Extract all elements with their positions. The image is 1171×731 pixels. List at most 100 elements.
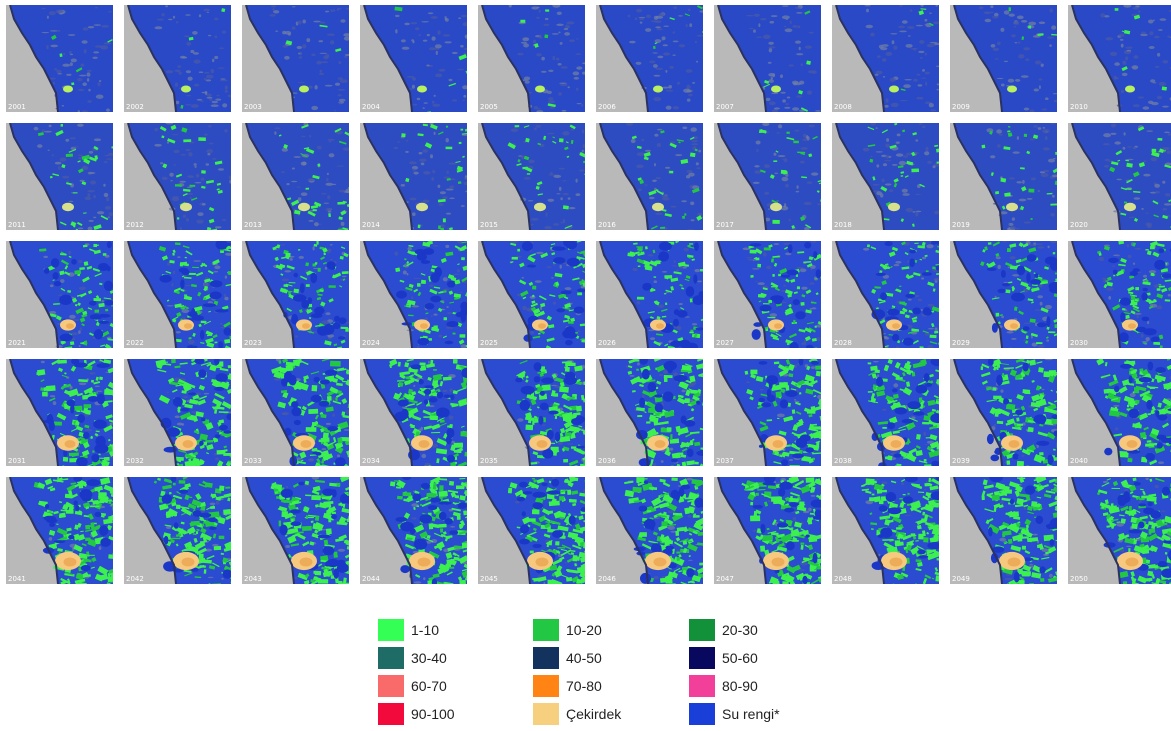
legend: 1-10 10-20 20-30 30-40 40-50 50-60 60-70 70-80 8… xyxy=(378,618,818,726)
year-label: 2046 xyxy=(598,575,616,583)
year-label: 2035 xyxy=(480,457,498,465)
legend-item: Su rengi* xyxy=(689,702,829,726)
legend-label: 70-80 xyxy=(566,678,602,694)
legend-swatch xyxy=(533,647,559,669)
year-label: 2042 xyxy=(126,575,144,583)
legend-swatch xyxy=(378,675,404,697)
year-label: 2016 xyxy=(598,221,616,229)
map-tile-2014: 2014 xyxy=(360,123,467,230)
year-label: 2012 xyxy=(126,221,144,229)
legend-swatch xyxy=(378,647,404,669)
map-tile-image xyxy=(953,241,1057,348)
map-tile-image xyxy=(363,5,467,112)
map-tile-image xyxy=(127,359,231,466)
map-tile-image xyxy=(127,123,231,230)
map-tile-image xyxy=(245,477,349,584)
legend-item: 70-80 xyxy=(533,674,673,698)
map-tile-image xyxy=(835,123,939,230)
year-label: 2021 xyxy=(8,339,26,347)
year-label: 2004 xyxy=(362,103,380,111)
map-tile-2045: 2045 xyxy=(478,477,585,584)
map-tile-image xyxy=(1071,359,1171,466)
map-tile-2018: 2018 xyxy=(832,123,939,230)
map-tile-image xyxy=(717,241,821,348)
year-label: 2030 xyxy=(1070,339,1088,347)
map-tile-image xyxy=(481,123,585,230)
map-tile-2050: 2050 xyxy=(1068,477,1171,584)
legend-label: Su rengi* xyxy=(722,706,780,722)
map-tile-image xyxy=(1071,123,1171,230)
year-label: 2025 xyxy=(480,339,498,347)
year-label: 2034 xyxy=(362,457,380,465)
map-tile-2023: 2023 xyxy=(242,241,349,348)
map-tile-image xyxy=(363,123,467,230)
legend-item: 60-70 xyxy=(378,674,518,698)
map-tile-image xyxy=(717,123,821,230)
legend-label: 30-40 xyxy=(411,650,447,666)
year-label: 2001 xyxy=(8,103,26,111)
map-tile-2020: 2020 xyxy=(1068,123,1171,230)
map-tile-image xyxy=(245,123,349,230)
map-tile-image xyxy=(9,123,113,230)
year-label: 2026 xyxy=(598,339,616,347)
map-tile-2009: 2009 xyxy=(950,5,1057,112)
map-tile-2010: 2010 xyxy=(1068,5,1171,112)
year-label: 2011 xyxy=(8,221,26,229)
map-tile-2007: 2007 xyxy=(714,5,821,112)
map-tile-2024: 2024 xyxy=(360,241,467,348)
map-tile-image xyxy=(717,359,821,466)
year-label: 2019 xyxy=(952,221,970,229)
map-tile-2001: 2001 xyxy=(6,5,113,112)
year-label: 2045 xyxy=(480,575,498,583)
legend-item: 40-50 xyxy=(533,646,673,670)
year-label: 2013 xyxy=(244,221,262,229)
map-tile-image xyxy=(127,241,231,348)
map-tile-2031: 2031 xyxy=(6,359,113,466)
map-tile-2015: 2015 xyxy=(478,123,585,230)
map-tile-image xyxy=(245,5,349,112)
map-tile-2033: 2033 xyxy=(242,359,349,466)
legend-item: 10-20 xyxy=(533,618,673,642)
year-label: 2049 xyxy=(952,575,970,583)
map-tile-2032: 2032 xyxy=(124,359,231,466)
map-tile-image xyxy=(717,477,821,584)
map-tile-2040: 2040 xyxy=(1068,359,1171,466)
map-tile-image xyxy=(481,359,585,466)
legend-label: 90-100 xyxy=(411,706,455,722)
map-tile-image xyxy=(1071,477,1171,584)
map-tile-2034: 2034 xyxy=(360,359,467,466)
map-tile-2021: 2021 xyxy=(6,241,113,348)
map-tile-image xyxy=(953,359,1057,466)
year-label: 2041 xyxy=(8,575,26,583)
map-tile-image xyxy=(953,477,1057,584)
map-tile-2004: 2004 xyxy=(360,5,467,112)
map-tile-2025: 2025 xyxy=(478,241,585,348)
legend-label: 20-30 xyxy=(722,622,758,638)
map-tile-image xyxy=(363,359,467,466)
map-tile-image xyxy=(835,477,939,584)
legend-label: 10-20 xyxy=(566,622,602,638)
year-label: 2048 xyxy=(834,575,852,583)
legend-swatch xyxy=(533,675,559,697)
legend-label: 40-50 xyxy=(566,650,602,666)
map-tile-image xyxy=(245,241,349,348)
year-label: 2044 xyxy=(362,575,380,583)
year-label: 2031 xyxy=(8,457,26,465)
map-tile-2036: 2036 xyxy=(596,359,703,466)
legend-swatch xyxy=(378,619,404,641)
map-tile-2027: 2027 xyxy=(714,241,821,348)
legend-swatch xyxy=(689,619,715,641)
map-tile-2022: 2022 xyxy=(124,241,231,348)
map-tile-2035: 2035 xyxy=(478,359,585,466)
map-tile-2008: 2008 xyxy=(832,5,939,112)
year-label: 2050 xyxy=(1070,575,1088,583)
map-tile-2013: 2013 xyxy=(242,123,349,230)
map-tile-image xyxy=(599,123,703,230)
legend-item: Çekirdek xyxy=(533,702,673,726)
year-label: 2040 xyxy=(1070,457,1088,465)
map-tile-image xyxy=(599,241,703,348)
map-tile-2030: 2030 xyxy=(1068,241,1171,348)
year-label: 2010 xyxy=(1070,103,1088,111)
year-label: 2022 xyxy=(126,339,144,347)
map-tile-image xyxy=(835,5,939,112)
